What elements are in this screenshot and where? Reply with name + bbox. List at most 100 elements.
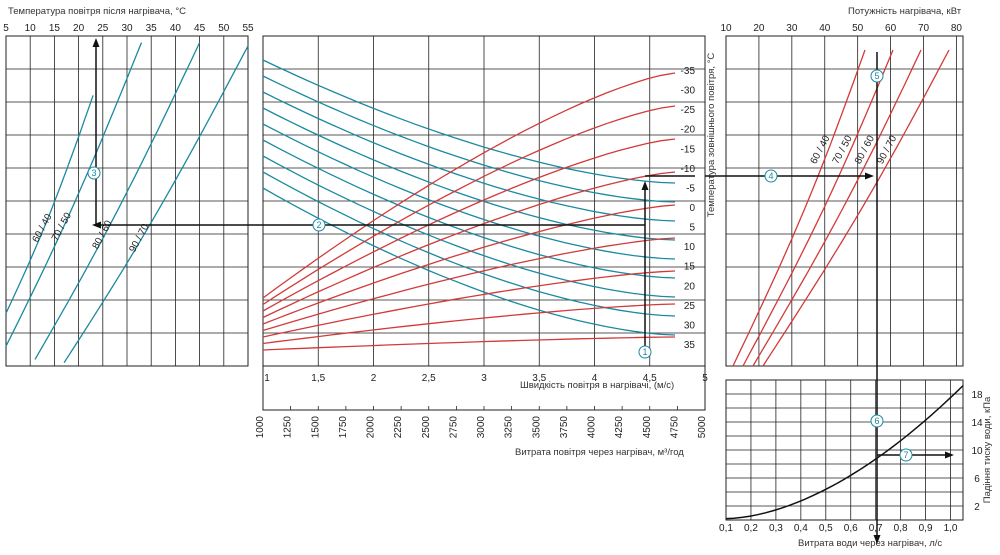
left-x-tick: 25: [97, 23, 109, 34]
step-marker-1: 1: [638, 345, 652, 359]
center-blue-line: [262, 139, 676, 279]
rb-y-tick: 2: [974, 502, 980, 513]
center-y-tick: 20: [684, 281, 696, 292]
center-x2-tick: 4250: [614, 416, 625, 439]
center-xlabel: Швидкість повітря в нагрівачі, (м/с): [520, 380, 674, 391]
center-red-line: [262, 138, 676, 312]
step-marker-circle: [870, 69, 884, 83]
step-marker-circle: [87, 166, 101, 180]
center-x2-tick: 2000: [366, 416, 377, 439]
rt-series-line: [762, 49, 950, 367]
center-blue-line: [262, 59, 676, 184]
rb-y-tick: 18: [971, 390, 983, 401]
center-x2-tick: 2750: [448, 416, 459, 439]
rt-x-tick: 40: [819, 23, 831, 34]
center-y-tick: 10: [684, 242, 696, 253]
rb-x-tick: 0,5: [819, 523, 833, 534]
path-5-arrowhead: [873, 535, 881, 544]
center-y-tick: 30: [684, 320, 696, 331]
step-marker-circle: [638, 345, 652, 359]
rb-x-tick: 0,9: [919, 523, 933, 534]
center-x-tick: 5: [702, 373, 708, 384]
center-x-tick: 1: [264, 373, 270, 384]
step-marker-label: 4: [768, 171, 773, 181]
step-marker-circle: [312, 218, 326, 232]
center-x2label: Витрата повітря через нагрівач, м³/год: [515, 447, 684, 458]
center-blue-line: [262, 75, 676, 203]
left-x-tick: 55: [242, 23, 254, 34]
rt-x-tick: 60: [885, 23, 897, 34]
left-x-tick: 15: [49, 23, 61, 34]
center-red-line: [262, 237, 676, 332]
left-x-tick: 45: [194, 23, 206, 34]
center-x2-tick: 1000: [255, 416, 266, 439]
step-marker-3: 3: [87, 166, 101, 180]
step-marker-circle: [870, 414, 884, 428]
rb-x-tick: 1,0: [944, 523, 958, 534]
step-marker-circle: [764, 169, 778, 183]
center-y-tick: -30: [681, 86, 696, 97]
center-x-tick: 4,5: [643, 373, 657, 384]
center-red-line: [262, 336, 676, 351]
center-blue-line: [262, 123, 676, 260]
center-y-tick: -20: [681, 125, 696, 136]
path-4-arrowhead: [865, 172, 874, 180]
left-x-tick: 10: [25, 23, 37, 34]
center-x2-tick: 4750: [669, 416, 680, 439]
rb-x-tick: 0,8: [894, 523, 908, 534]
center-x2-tick: 2500: [421, 416, 432, 439]
center-x2-tick: 4000: [587, 416, 598, 439]
rt-series-label: 60 / 40: [809, 133, 833, 166]
center-x2-tick: 3500: [531, 416, 542, 439]
left-title: Температура повітря після нагрівача, °C: [8, 6, 186, 17]
rb-x-tick: 0,6: [844, 523, 858, 534]
step-marker-7: 7: [899, 448, 913, 462]
left-series-label: 70 / 50: [50, 211, 74, 244]
step-marker-circle: [899, 448, 913, 462]
center-ylabel: Температура зовнішнього повітря, °C: [706, 53, 717, 218]
step-marker-label: 2: [316, 220, 321, 230]
center-x-tick: 2,5: [422, 373, 436, 384]
center-red-line: [262, 72, 676, 299]
left-x-tick: 50: [218, 23, 230, 34]
right-title: Потужність нагрівача, кВт: [848, 6, 962, 17]
center-y-tick: -10: [681, 164, 696, 175]
left-series-label: 80 / 60: [91, 218, 115, 251]
center-red-line: [262, 105, 676, 306]
center-x-tick: 3: [481, 373, 487, 384]
rt-x-tick: 20: [753, 23, 765, 34]
center-x2-tick: 4500: [642, 416, 653, 439]
rb-xlabel: Витрата води через нагрівач, л/с: [798, 538, 942, 549]
center-red-line: [262, 303, 676, 345]
center-y-tick: -35: [681, 66, 696, 77]
center-x-tick: 2: [371, 373, 377, 384]
rb-x-tick: 0,7: [869, 523, 883, 534]
center-red-line: [262, 204, 676, 325]
left-x-tick: 5: [3, 23, 9, 34]
rt-series-line: [742, 49, 894, 367]
left-x-tick: 35: [146, 23, 158, 34]
rb-x-tick: 0,4: [794, 523, 808, 534]
rt-series-line: [732, 49, 866, 367]
center-x2-tick: 3000: [476, 416, 487, 439]
step-marker-label: 7: [903, 450, 908, 460]
left-series-line: [5, 42, 143, 347]
rt-x-tick: 80: [951, 23, 963, 34]
rb-y-tick: 10: [971, 446, 983, 457]
step-marker-label: 3: [91, 168, 96, 178]
center-blue-line: [262, 155, 676, 298]
center-y-tick: -5: [686, 183, 695, 194]
center-y-tick: 5: [689, 223, 695, 234]
center-y-tick: 15: [684, 262, 696, 273]
step-marker-label: 6: [874, 416, 879, 426]
rb-y-tick: 14: [971, 418, 983, 429]
step-marker-4: 4: [764, 169, 778, 183]
step-marker-2: 2: [312, 218, 326, 232]
path-1-arrowhead: [641, 181, 649, 190]
rt-x-tick: 50: [852, 23, 864, 34]
center-y-tick: 35: [684, 340, 696, 351]
rt-x-tick: 10: [720, 23, 732, 34]
center-blue-line: [262, 91, 676, 222]
